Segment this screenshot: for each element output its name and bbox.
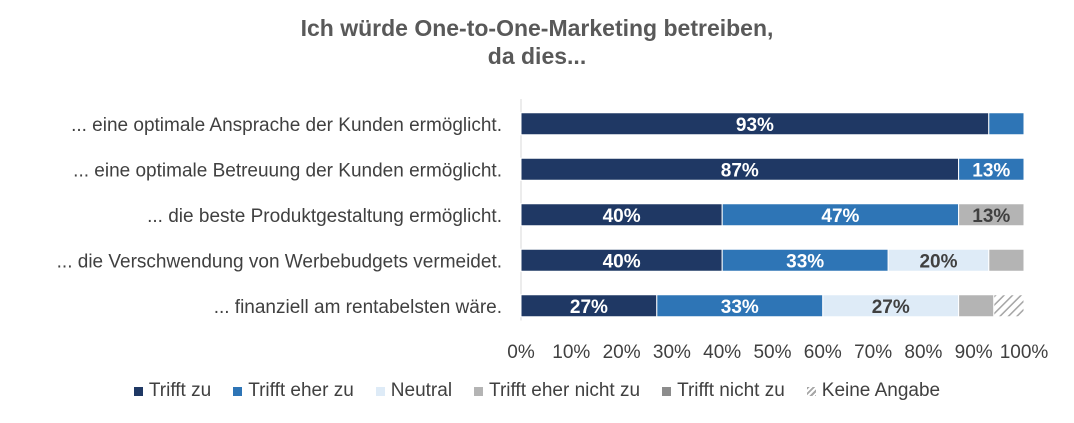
legend-item: Keine Angabe (806, 380, 941, 402)
x-tick-label: 10% (552, 342, 590, 363)
legend-swatch (806, 386, 816, 396)
x-tick-label: 80% (904, 342, 942, 363)
legend-label: Keine Angabe (821, 380, 941, 401)
legend-label: Trifft nicht zu (677, 380, 785, 401)
data-label: 87% (721, 160, 759, 181)
legend-label: Neutral (390, 380, 453, 401)
legend-swatch (375, 386, 385, 396)
x-tick-label: 100% (1000, 342, 1049, 363)
data-label: 40% (603, 206, 641, 227)
legend-swatch (233, 386, 243, 396)
data-label: 27% (872, 297, 910, 318)
legend-item: Trifft eher zu (233, 380, 354, 402)
data-label: 40% (603, 251, 641, 272)
chart-legend: Trifft zu Trifft eher zu Neutral Trifft ehe… (0, 380, 1074, 402)
x-tick-label: 60% (804, 342, 842, 363)
data-label: 27% (570, 297, 608, 318)
legend-label: Trifft zu (148, 380, 212, 401)
legend-swatch (662, 386, 672, 396)
x-tick-label: 20% (603, 342, 641, 363)
bar-segment (958, 203, 1025, 227)
x-tick-label: 0% (507, 342, 535, 363)
bar-segment (958, 294, 995, 318)
data-label: 47% (821, 206, 859, 227)
data-label: 13% (972, 206, 1010, 227)
category-label: ... finanziell am rentabelsten wäre. (214, 297, 502, 318)
category-label: ... die beste Produktgestaltung ermöglic… (147, 206, 502, 227)
chart-title-line-1: Ich würde One-to-One-Marketing betreiben… (300, 15, 774, 41)
legend-swatch (474, 386, 484, 396)
category-label: ... eine optimale Betreuung der Kunden e… (73, 160, 502, 181)
x-tick-label: 30% (653, 342, 691, 363)
legend-item: Trifft zu (133, 380, 212, 402)
legend-label: Trifft eher zu (248, 380, 354, 401)
legend-item: Trifft nicht zu (662, 380, 785, 402)
bar-segment (988, 112, 1025, 136)
data-label: 13% (972, 160, 1010, 181)
legend-item: Trifft eher nicht zu (474, 380, 640, 402)
chart-title: Ich würde One-to-One-Marketing betreiben… (0, 14, 1074, 70)
x-tick-label: 90% (955, 342, 993, 363)
chart-title-line-2: da dies... (487, 43, 587, 69)
legend-swatch (133, 386, 143, 396)
x-tick-label: 50% (753, 342, 791, 363)
x-tick-label: 70% (854, 342, 892, 363)
bar-segment (958, 157, 1025, 181)
legend-label: Trifft eher nicht zu (489, 380, 641, 401)
category-label: ... die Verschwendung von Werbebudgets v… (57, 251, 502, 272)
x-tick-label: 40% (703, 342, 741, 363)
bar-segment (993, 294, 1025, 318)
category-label: ... eine optimale Ansprache der Kunden e… (71, 115, 502, 136)
data-label: 33% (721, 297, 759, 318)
data-label: 93% (736, 115, 774, 136)
data-label: 33% (786, 251, 824, 272)
data-label: 20% (919, 251, 957, 272)
bar-segment (988, 248, 1025, 272)
legend-item: Neutral (375, 380, 453, 402)
